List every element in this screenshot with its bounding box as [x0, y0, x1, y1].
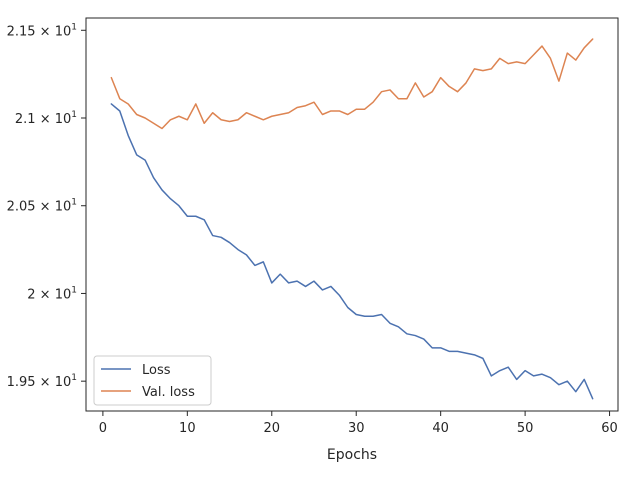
- x-axis: 0 10 20 30 40 50 60: [99, 411, 618, 436]
- legend-label-loss: Loss: [142, 363, 171, 378]
- series-line-loss: [110, 103, 594, 400]
- y-tick-label: 2.15 × 101: [7, 22, 77, 39]
- x-tick-label: 30: [348, 421, 365, 436]
- x-tick-label: 20: [264, 421, 281, 436]
- axes-frame: [85, 17, 619, 412]
- y-axis: 1.95 × 101 2 × 101 2.05 × 101 2.1 × 101 2.15…: [7, 22, 86, 390]
- legend-label-val-loss: Val. loss: [142, 385, 195, 400]
- x-tick-label: 0: [99, 421, 107, 436]
- plot-area: [110, 38, 594, 400]
- x-tick-label: 50: [517, 421, 534, 436]
- y-tick-label: 1.95 × 101: [7, 373, 77, 390]
- x-axis-label: Epochs: [327, 447, 377, 463]
- series-line-val-loss: [110, 38, 594, 130]
- legend: Loss Val. loss: [93, 355, 212, 406]
- x-tick-label: 40: [432, 421, 449, 436]
- x-tick-label: 10: [179, 421, 196, 436]
- x-tick-label: 60: [601, 421, 618, 436]
- y-tick-label: 2.05 × 101: [7, 198, 77, 215]
- y-tick-label: 2.1 × 101: [15, 110, 77, 127]
- y-tick-label: 2 × 101: [27, 285, 77, 302]
